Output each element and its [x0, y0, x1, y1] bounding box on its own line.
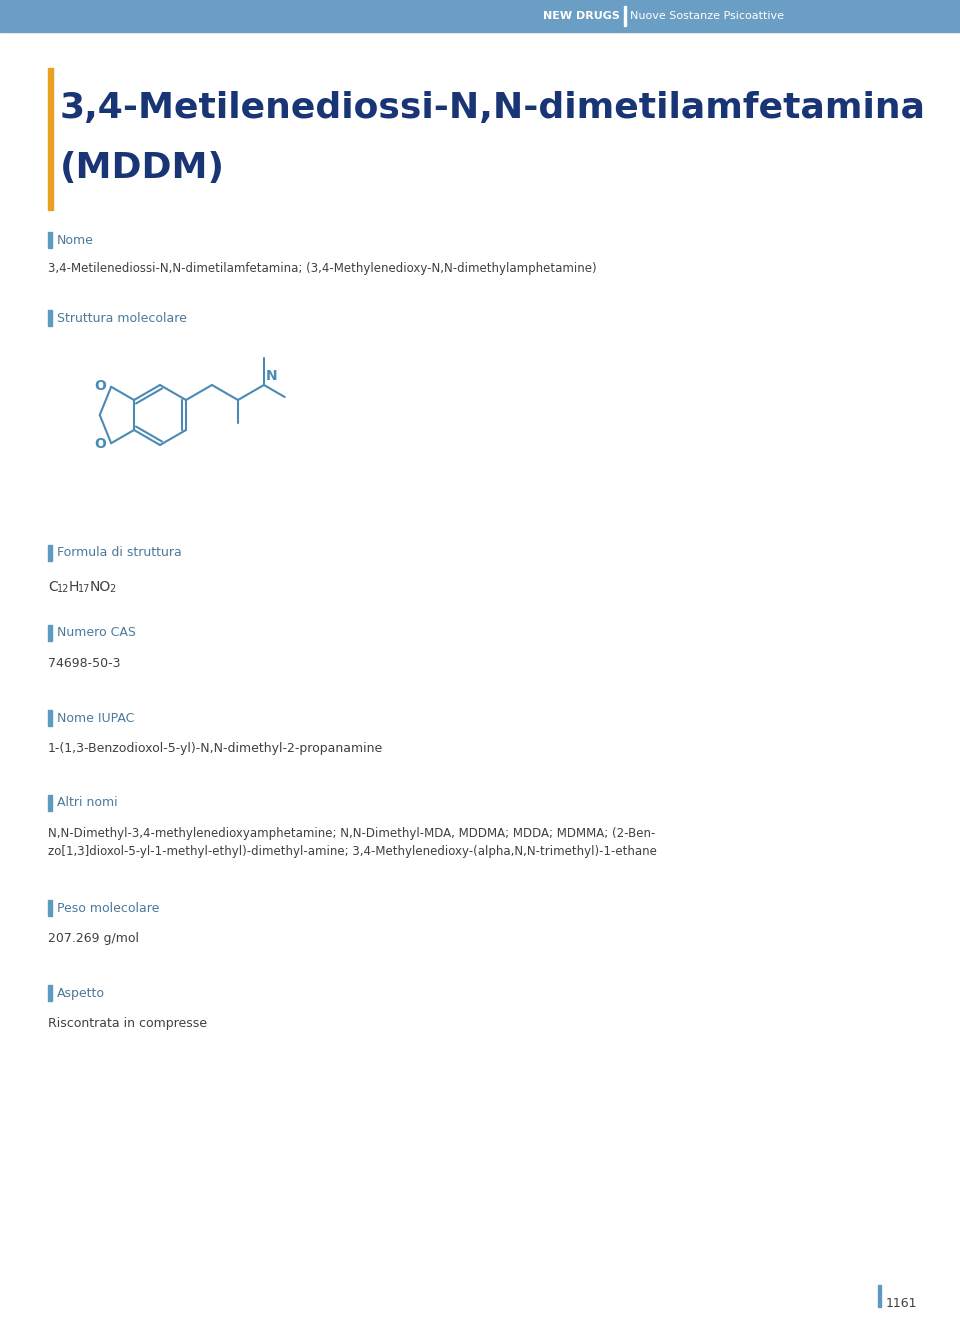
Text: Riscontrata in compresse: Riscontrata in compresse [48, 1016, 207, 1030]
Text: NO: NO [90, 580, 111, 594]
Text: Aspetto: Aspetto [57, 986, 105, 999]
Text: Nome IUPAC: Nome IUPAC [57, 711, 134, 725]
Bar [48, 232, 52, 248]
Bar [48, 625, 52, 641]
Text: C: C [48, 580, 58, 594]
Text: O: O [94, 378, 107, 393]
Text: Numero CAS: Numero CAS [57, 626, 136, 640]
Bar [48, 311, 52, 326]
Text: Peso molecolare: Peso molecolare [57, 901, 159, 914]
Text: 12: 12 [57, 584, 69, 594]
Bar [0, 0, 960, 32]
Text: H: H [69, 580, 80, 594]
Bar [48, 985, 52, 1001]
Text: 74698-50-3: 74698-50-3 [48, 657, 121, 670]
Bar [48, 710, 52, 726]
Bar [48, 900, 52, 916]
Text: (MDDM): (MDDM) [60, 151, 225, 184]
Text: Formula di struttura: Formula di struttura [57, 547, 181, 560]
Text: Nome: Nome [57, 234, 94, 247]
Text: 3,4-Metilenediossi-N,N-dimetilamfetamina: 3,4-Metilenediossi-N,N-dimetilamfetamina [60, 92, 926, 125]
Text: 1161: 1161 [886, 1296, 918, 1310]
Text: 207.269 g/mol: 207.269 g/mol [48, 932, 139, 945]
Text: 17: 17 [78, 584, 90, 594]
Text: 1-(1,3-Benzodioxol-5-yl)-N,N-dimethyl-2-propanamine: 1-(1,3-Benzodioxol-5-yl)-N,N-dimethyl-2-… [48, 742, 383, 755]
Text: N,N-Dimethyl-3,4-methylenedioxyamphetamine; N,N-Dimethyl-MDA, MDDMA; MDDA; MDMMA: N,N-Dimethyl-3,4-methylenedioxyamphetami… [48, 827, 656, 840]
Bar [48, 68, 53, 210]
Bar [48, 545, 52, 561]
Text: N: N [266, 369, 277, 384]
Text: Struttura molecolare: Struttura molecolare [57, 312, 187, 325]
Bar [48, 795, 52, 811]
Text: 2: 2 [109, 584, 115, 594]
Bar [878, 1285, 881, 1307]
Text: Altri nomi: Altri nomi [57, 796, 118, 809]
Text: Nuove Sostanze Psicoattive: Nuove Sostanze Psicoattive [630, 11, 784, 21]
Text: NEW DRUGS: NEW DRUGS [543, 11, 620, 21]
Text: O: O [94, 437, 107, 451]
Text: zo[1,3]dioxol-5-yl-1-methyl-ethyl)-dimethyl-amine; 3,4-Methylenedioxy-(alpha,N,N: zo[1,3]dioxol-5-yl-1-methyl-ethyl)-dimet… [48, 845, 657, 859]
Bar [624, 7, 626, 25]
Text: 3,4-Metilenediossi-N,N-dimetilamfetamina; (3,4-Methylenedioxy-N,N-dimethylamphet: 3,4-Metilenediossi-N,N-dimetilamfetamina… [48, 261, 596, 275]
